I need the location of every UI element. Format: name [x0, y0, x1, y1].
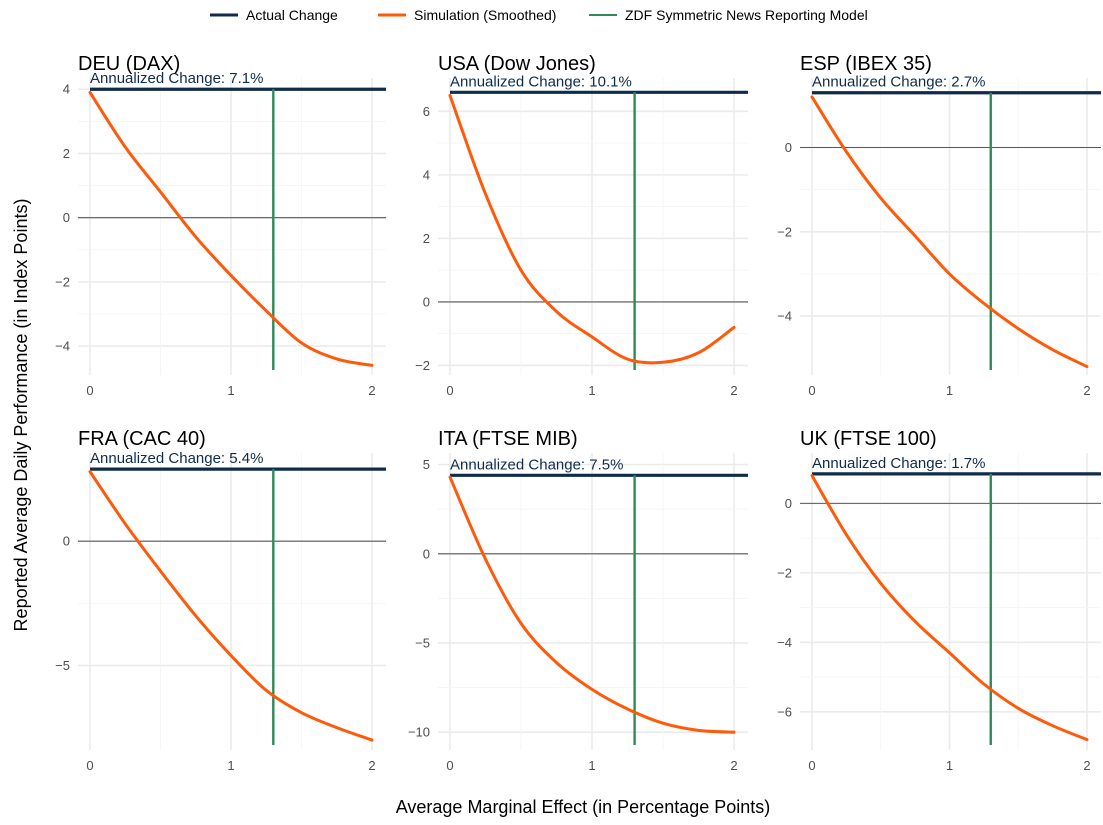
y-tick-label: 4	[63, 82, 70, 97]
panel-title: FRA (CAC 40)	[78, 428, 206, 450]
y-tick-label: −2	[777, 565, 792, 580]
x-tick-label: 0	[86, 383, 93, 398]
y-tick-label: 6	[423, 104, 430, 119]
y-tick-label: −4	[777, 635, 792, 650]
panel-title: ESP (IBEX 35)	[800, 53, 932, 75]
y-tick-label: −4	[55, 339, 70, 354]
y-tick-label: −10	[408, 725, 430, 740]
panel-title: UK (FTSE 100)	[800, 428, 937, 450]
panel: 0 1 2 −4 −2 0 2 4 DEU (DAX)Annualized Change: 7.…	[55, 53, 386, 398]
legend-label-simulation: Simulation (Smoothed)	[414, 7, 556, 23]
y-tick-label: 0	[785, 140, 792, 155]
y-tick-label: −5	[415, 635, 430, 650]
y-tick-label: 5	[423, 457, 430, 472]
annualized-change-label: Annualized Change: 7.1%	[90, 70, 263, 87]
y-tick-label: 0	[423, 294, 430, 309]
x-tick-label: 2	[730, 383, 737, 398]
y-tick-label: 4	[423, 167, 430, 182]
y-tick-label: 0	[423, 546, 430, 561]
y-tick-label: −2	[415, 358, 430, 373]
y-tick-label: −2	[777, 224, 792, 239]
panel: 0 1 2 −4 −2 0 ESP (IBEX 35)Annualized Change: …	[777, 53, 1101, 398]
simulation-line	[448, 93, 736, 365]
panel: 0 1 2 −6 −4 −2 0 UK (FTSE 100) Annualized Change…	[777, 428, 1101, 773]
x-tick-label: 0	[446, 758, 453, 773]
x-tick-label: 0	[446, 383, 453, 398]
simulation-line	[810, 474, 1089, 742]
x-tick-label: 1	[588, 758, 595, 773]
y-tick-label: 2	[63, 146, 70, 161]
x-tick-label: 0	[808, 758, 815, 773]
x-tick-label: 1	[227, 758, 234, 773]
y-tick-label: −6	[777, 704, 792, 719]
annualized-change-label: Annualized Change: 7.5%	[450, 456, 623, 473]
x-tick-label: 1	[588, 383, 595, 398]
x-tick-label: 0	[808, 383, 815, 398]
y-tick-label: 2	[423, 231, 430, 246]
simulation-line	[448, 475, 736, 734]
panel: 0 1 2 −2 0 2 4 6 USA (Dow Jones)Annualized Chang…	[415, 53, 748, 398]
legend: Actual Change Simulation (Smoothed) ZDF …	[210, 7, 868, 23]
simulation-line	[810, 95, 1089, 369]
annualized-change-label: Annualized Change: 5.4%	[90, 450, 263, 467]
x-tick-label: 2	[368, 758, 375, 773]
simulation-line	[88, 470, 374, 742]
y-axis-label: Reported Average Daily Performance (in I…	[11, 199, 31, 632]
x-tick-label: 2	[730, 758, 737, 773]
annualized-change-label: Annualized Change: 1.7%	[812, 455, 985, 472]
x-tick-label: 2	[368, 383, 375, 398]
panel-title: ITA (FTSE MIB)	[438, 428, 578, 450]
x-tick-label: 2	[1083, 758, 1090, 773]
panel: 0 1 2 −10 −5 0 5 ITA (FTSE MIB) Annualized Chang…	[408, 428, 748, 773]
legend-label-actual: Actual Change	[246, 7, 338, 23]
x-tick-label: 1	[946, 383, 953, 398]
x-tick-label: 1	[227, 383, 234, 398]
x-tick-label: 1	[946, 758, 953, 773]
y-tick-label: −4	[777, 309, 792, 324]
x-tick-label: 0	[86, 758, 93, 773]
x-axis-label: Average Marginal Effect (in Percentage P…	[396, 797, 771, 817]
y-tick-label: 0	[785, 496, 792, 511]
annualized-change-label: Annualized Change: 2.7%	[812, 74, 985, 91]
y-tick-label: −5	[55, 658, 70, 673]
panel: 0 1 2 −5 0 FRA (CAC 40)Annualized Change: 5.4…	[55, 428, 386, 773]
y-tick-label: 0	[63, 534, 70, 549]
y-tick-label: 0	[63, 210, 70, 225]
legend-label-zdf: ZDF Symmetric News Reporting Model	[625, 7, 868, 23]
simulation-line	[88, 90, 374, 367]
x-tick-label: 2	[1083, 383, 1090, 398]
annualized-change-label: Annualized Change: 10.1%	[450, 73, 632, 90]
panel-title: DEU (DAX)	[78, 53, 180, 75]
y-tick-label: −2	[55, 274, 70, 289]
panel-title: USA (Dow Jones)	[438, 53, 596, 75]
